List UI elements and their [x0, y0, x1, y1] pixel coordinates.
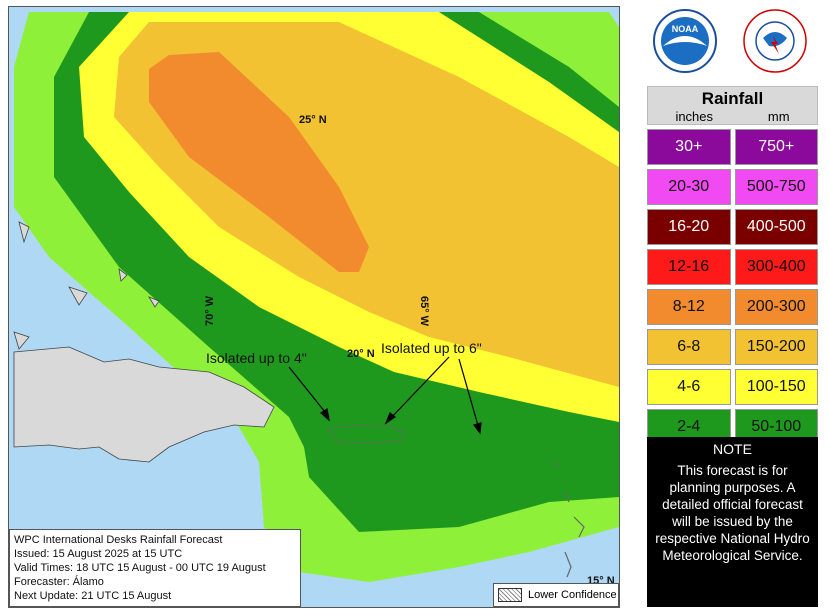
info-next-update: Next Update: 21 UTC 15 August: [14, 590, 172, 602]
nws-logo: [743, 9, 807, 73]
annotation-arrows: [288, 356, 482, 435]
annotation-up-to-4: Isolated up to 4": [206, 350, 307, 366]
svg-text:NOAA: NOAA: [672, 24, 699, 34]
hatch-icon: [498, 588, 522, 602]
lower-confidence-key: Lower Confidence: [493, 583, 619, 607]
land-hispaniola: [13, 346, 275, 463]
lon-70-label: 70° W: [204, 295, 217, 327]
legend-cell-inches: 30+: [647, 129, 731, 165]
annotation-up-to-6: Isolated up to 6": [381, 340, 482, 356]
land-islands: [13, 221, 160, 350]
rainfall-contours: [13, 12, 619, 582]
legend-row: 4-6 100-150: [647, 369, 818, 405]
legend-title: Rainfall: [701, 89, 764, 108]
legend-row: 16-20 400-500: [647, 209, 818, 245]
rainfall-legend: Rainfall inches mm 30+ 750+ 20-30 500-750 16…: [647, 86, 818, 485]
lat-20-label: 20° N: [347, 348, 375, 360]
legend-cell-inches: 12-16: [647, 249, 731, 285]
agency-logos: NOAA: [645, 8, 820, 78]
legend-header: Rainfall inches mm: [647, 86, 818, 125]
legend-cell-mm: 200-300: [734, 289, 818, 325]
legend-cell-mm: 750+: [734, 129, 818, 165]
legend-row: 6-8 150-200: [647, 329, 818, 365]
legend-cell-mm: 300-400: [734, 249, 818, 285]
info-forecaster: Forecaster: Álamo: [14, 576, 104, 588]
legend-rows: 30+ 750+ 20-30 500-750 16-20 400-500 12-16 300-…: [647, 129, 818, 485]
legend-cell-mm: 400-500: [734, 209, 818, 245]
legend-cell-inches: 16-20: [647, 209, 731, 245]
legend-cell-mm: 500-750: [734, 169, 818, 205]
legend-row: 12-16 300-400: [647, 249, 818, 285]
forecast-info-box: WPC International Desks Rainfall Forecas…: [9, 529, 301, 607]
contour-8-12: [149, 52, 369, 272]
noaa-logo: NOAA: [653, 9, 717, 73]
note-text: This forecast is for planning purposes. …: [655, 463, 810, 563]
info-issued: Issued: 15 August 2025 at 15 UTC: [14, 548, 183, 560]
legend-cell-mm: 150-200: [734, 329, 818, 365]
info-title: WPC International Desks Rainfall Forecas…: [14, 534, 223, 546]
legend-cell-inches: 6-8: [647, 329, 731, 365]
lon-65-label: 65° W: [418, 295, 431, 327]
rainfall-map: 25° N 20° N 15° N 70° W 65° W Isolated u…: [8, 6, 620, 608]
lat-25-label: 25° N: [299, 114, 327, 126]
legend-unit-inches: inches: [675, 109, 714, 124]
legend-cell-inches: 4-6: [647, 369, 731, 405]
legend-cell-inches: 20-30: [647, 169, 731, 205]
legend-row: 30+ 750+: [647, 129, 818, 165]
land-lesser-antilles: [553, 461, 585, 578]
legend-row: 8-12 200-300: [647, 289, 818, 325]
legend-row: 20-30 500-750: [647, 169, 818, 205]
note-title: NOTE: [713, 441, 752, 457]
land-puerto-rico: [326, 424, 405, 444]
info-valid: Valid Times: 18 UTC 15 August - 00 UTC 1…: [14, 562, 266, 574]
legend-cell-inches: 8-12: [647, 289, 731, 325]
legend-cell-mm: 100-150: [734, 369, 818, 405]
lower-confidence-label: Lower Confidence: [528, 589, 617, 601]
legend-unit-mm: mm: [767, 109, 790, 124]
note-box: NOTE This forecast is for planning purpo…: [647, 437, 818, 607]
